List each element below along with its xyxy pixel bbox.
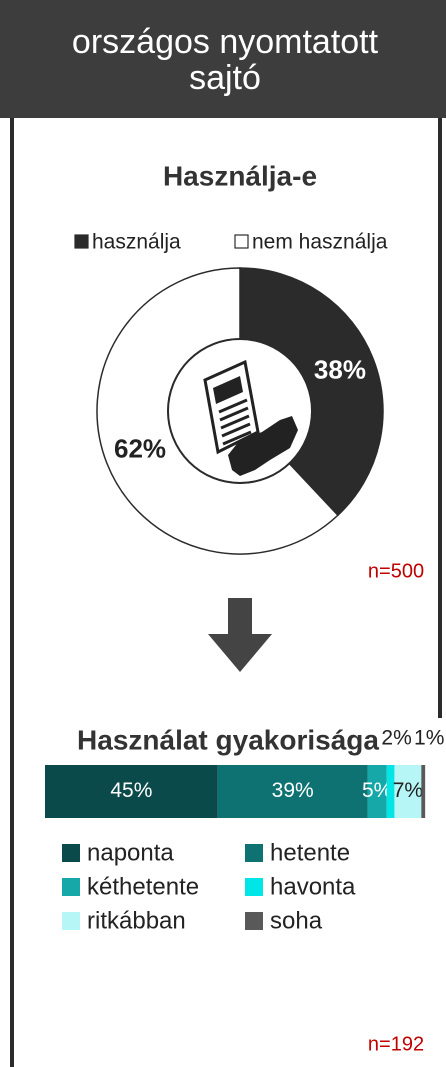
- data-label: 5%: [362, 779, 392, 802]
- legend-label: kéthetente: [87, 873, 199, 900]
- data-label: 38%: [314, 354, 366, 384]
- frame-right: [438, 118, 442, 718]
- frame-left: [10, 118, 14, 1067]
- header-title: országos nyomtatott: [72, 23, 379, 61]
- header-title: sajtó: [189, 59, 261, 97]
- icon-shape: [221, 422, 251, 438]
- legend-swatch: [62, 912, 80, 930]
- data-label: 62%: [114, 433, 166, 463]
- icon-shape: [222, 430, 252, 446]
- data-label: 45%: [110, 779, 152, 802]
- legend-swatch: [245, 878, 263, 896]
- legend-label: soha: [270, 907, 323, 934]
- icon-shape: [213, 376, 243, 404]
- legend-swatch: [245, 912, 263, 930]
- icon-shape: [218, 398, 248, 414]
- arrow: [208, 598, 272, 672]
- bar-segment: [367, 765, 387, 818]
- bar-segment: [386, 765, 395, 818]
- legend-swatch: [62, 878, 80, 896]
- bar-segment: [45, 765, 218, 818]
- icon-shape: [219, 406, 249, 422]
- icon-shape: [228, 416, 298, 476]
- legend-swatch: [245, 844, 263, 862]
- bar-segment: [394, 765, 422, 818]
- legend-swatch: [74, 234, 89, 249]
- annotation: n=500: [368, 560, 424, 582]
- legend-swatch: [234, 234, 249, 249]
- header-band: [0, 0, 446, 118]
- legend-label: nem használja: [252, 231, 388, 254]
- icon-shape: [220, 414, 250, 430]
- bar-segment: [421, 765, 426, 818]
- chart-title: Használja-e: [163, 160, 317, 191]
- newspaper-icon: [203, 359, 298, 476]
- data-label: 39%: [272, 779, 314, 802]
- legend-label: hetente: [270, 839, 350, 866]
- legend-label: ritkábban: [87, 907, 186, 934]
- legend-swatch: [62, 844, 80, 862]
- legend-label: havonta: [270, 873, 356, 900]
- bar-segment: [217, 765, 368, 818]
- annotation: n=192: [368, 1033, 424, 1055]
- data-label: 1%: [414, 727, 444, 750]
- chart-title: Használat gyakorisága: [77, 724, 379, 755]
- data-label: 7%: [393, 779, 423, 802]
- data-label: 2%: [381, 727, 411, 750]
- legend-label: használja: [92, 231, 181, 254]
- legend-label: naponta: [87, 839, 174, 866]
